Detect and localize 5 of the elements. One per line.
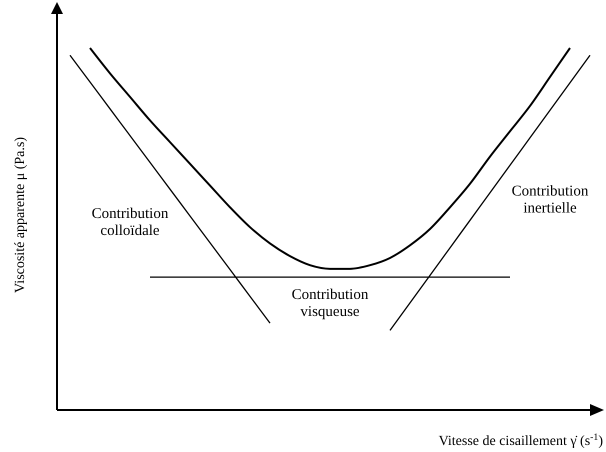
y-axis-title: Viscosité apparente μ (Pa.s) <box>13 136 28 293</box>
series-label: Contribution inertielle <box>512 183 589 216</box>
series-label: Contribution colloïdale <box>92 206 169 239</box>
series-label: Contribution visqueuse <box>292 287 369 320</box>
x-axis-title: Vitesse de cisaillement γ̇ (s$^{-1}$) <box>438 432 604 449</box>
